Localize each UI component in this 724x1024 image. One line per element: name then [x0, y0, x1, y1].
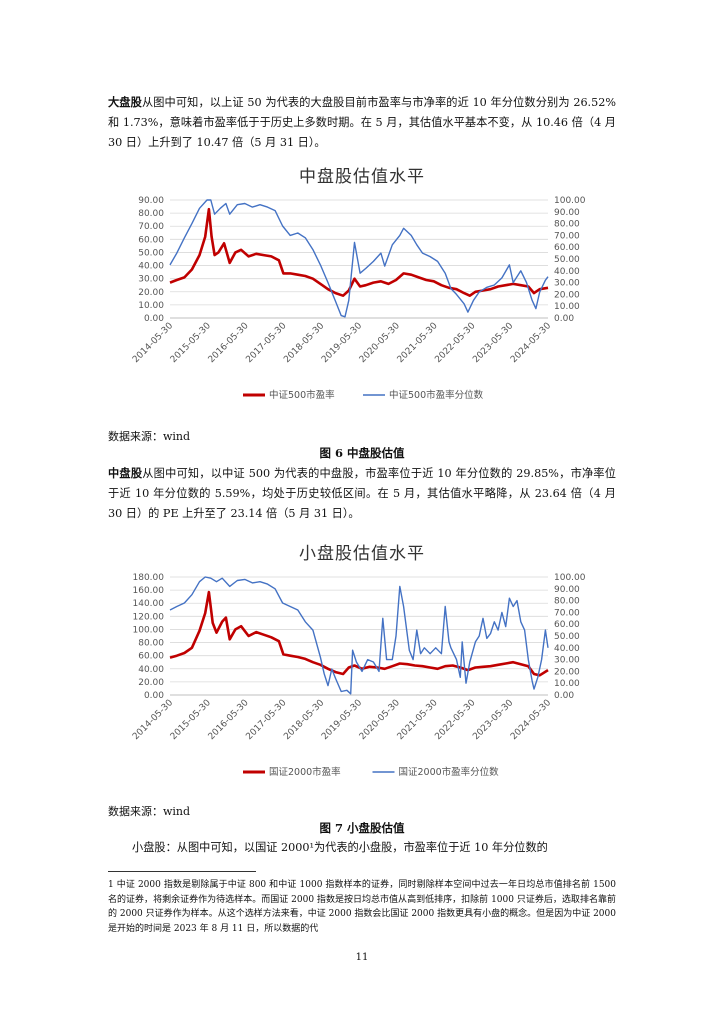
mid-cap-text: 从图中可知，以中证 500 为代表的中盘股，市盈率位于近 10 年分位数的 29…	[108, 467, 616, 520]
small-cap-legend-label: 国证2000市盈率分位数	[399, 766, 500, 778]
small-cap-series-pe-line	[169, 590, 549, 677]
mid-cap-ytick-right: 100.00	[554, 196, 586, 206]
small-cap-xtick: 2024-05-30	[509, 698, 553, 742]
mid-cap-chart-svg: 0.0010.0020.0030.0040.0050.0060.0070.008…	[131, 196, 586, 401]
mid-cap-ytick-left: 60.00	[138, 235, 164, 245]
figure6-source: 数据来源：wind	[108, 430, 191, 443]
mid-cap-ytick-right: 20.00	[554, 290, 580, 300]
mid-cap-series-percentile-line	[169, 199, 549, 318]
small-cap-ytick-left: 140.00	[133, 599, 165, 609]
small-cap-ytick-left: 120.00	[133, 612, 165, 622]
footnote-rule	[108, 871, 256, 872]
mid-cap-ytick-left: 50.00	[138, 248, 164, 258]
small-cap-chart-title: 小盘股估值水平	[299, 544, 425, 564]
page-number: 11	[355, 952, 369, 963]
small-cap-paragraph: 小盘股：从图中可知，以国证 2000¹为代表的小盘股，市盈率位于近 10 年分位…	[132, 841, 548, 854]
mid-cap-chart: 中盘股估值水平 0.00 10.00 20.00 30.00 40.00 50.00 60.…	[108, 158, 616, 408]
mid-cap-ytick-right: 50.00	[554, 255, 580, 265]
mid-cap-legend-label: 中证500市盈率分位数	[389, 389, 484, 401]
large-cap-lead: 大盘股	[108, 95, 142, 109]
small-cap-ytick-left: 0.00	[144, 691, 164, 701]
small-cap-ytick-right: 10.00	[554, 679, 580, 689]
large-cap-text: 从图中可知，以上证 50 为代表的大盘股目前市盈率与市净率的近 10 年分位数分…	[108, 96, 616, 149]
mid-cap-ytick-left: 10.00	[138, 301, 164, 311]
small-cap-ytick-right: 30.00	[554, 656, 580, 666]
small-cap-ytick-right: 80.00	[554, 597, 580, 607]
mid-cap-ytick-right: 10.00	[554, 302, 580, 312]
small-cap-series-percentile-line	[169, 576, 549, 695]
figure6-caption: 图 6 中盘股估值	[319, 446, 405, 460]
small-cap-ytick-left: 80.00	[138, 639, 164, 649]
small-cap-chart: 小盘股估值水平 0.00 20.00 40.00 60.00 80.00 100.00 12…	[108, 535, 616, 785]
mid-cap-ytick-right: 30.00	[554, 279, 580, 289]
mid-cap-chart-title: 中盘股估值水平	[299, 167, 425, 187]
small-cap-ytick-right: 40.00	[554, 644, 580, 654]
mid-cap-ytick-left: 40.00	[138, 262, 164, 272]
mid-cap-lead: 中盘股	[108, 466, 143, 480]
mid-cap-ytick-left: 80.00	[138, 209, 164, 219]
figure7-caption: 图 7 小盘股估值	[319, 821, 405, 835]
mid-cap-ytick-left: 0.00	[144, 314, 164, 324]
mid-cap-ytick-left: 70.00	[138, 222, 164, 232]
small-cap-ytick-right: 0.00	[554, 691, 574, 701]
mid-cap-xtick: 2024-05-30	[509, 321, 553, 365]
mid-cap-ytick-right: 0.00	[554, 314, 574, 324]
small-cap-ytick-right: 60.00	[554, 620, 580, 630]
small-cap-ytick-left: 100.00	[133, 625, 165, 635]
footnote: 1 中证 2000 指数是剔除属于中证 800 和中证 1000 指数样本的证券…	[108, 880, 616, 934]
small-cap-legend-label: 国证2000市盈率	[269, 766, 341, 778]
small-cap-ytick-right: 50.00	[554, 632, 580, 642]
mid-cap-ytick-left: 20.00	[138, 288, 164, 298]
small-cap-ytick-right: 100.00	[554, 573, 586, 583]
small-cap-ytick-right: 20.00	[554, 667, 580, 677]
small-cap-ytick-right: 70.00	[554, 608, 580, 618]
mid-cap-ytick-right: 60.00	[554, 243, 580, 253]
small-cap-ytick-left: 160.00	[133, 586, 165, 596]
small-cap-ytick-left: 60.00	[138, 652, 164, 662]
mid-cap-ytick-right: 80.00	[554, 220, 580, 230]
small-cap-ytick-right: 90.00	[554, 585, 580, 595]
mid-cap-legend-label: 中证500市盈率	[269, 389, 335, 401]
large-cap-paragraph: 大盘股从图中可知，以上证 50 为代表的大盘股目前市盈率与市净率的近 10 年分…	[108, 92, 616, 153]
figure7-source: 数据来源：wind	[108, 805, 191, 818]
mid-cap-paragraph: 中盘股从图中可知，以中证 500 为代表的中盘股，市盈率位于近 10 年分位数的…	[108, 463, 616, 524]
mid-cap-ytick-right: 90.00	[554, 208, 580, 218]
mid-cap-ytick-left: 30.00	[138, 275, 164, 285]
small-cap-chart-svg: 0.00 20.00 40.00 60.00 80.00 100.00 120.00 140.…	[131, 573, 586, 778]
small-cap-ytick-left: 180.00	[133, 573, 165, 583]
mid-cap-ytick-right: 70.00	[554, 231, 580, 241]
mid-cap-ytick-right: 40.00	[554, 267, 580, 277]
small-cap-ytick-left: 40.00	[138, 665, 164, 675]
small-cap-ytick-left: 20.00	[138, 678, 164, 688]
mid-cap-ytick-left: 90.00	[138, 196, 164, 206]
